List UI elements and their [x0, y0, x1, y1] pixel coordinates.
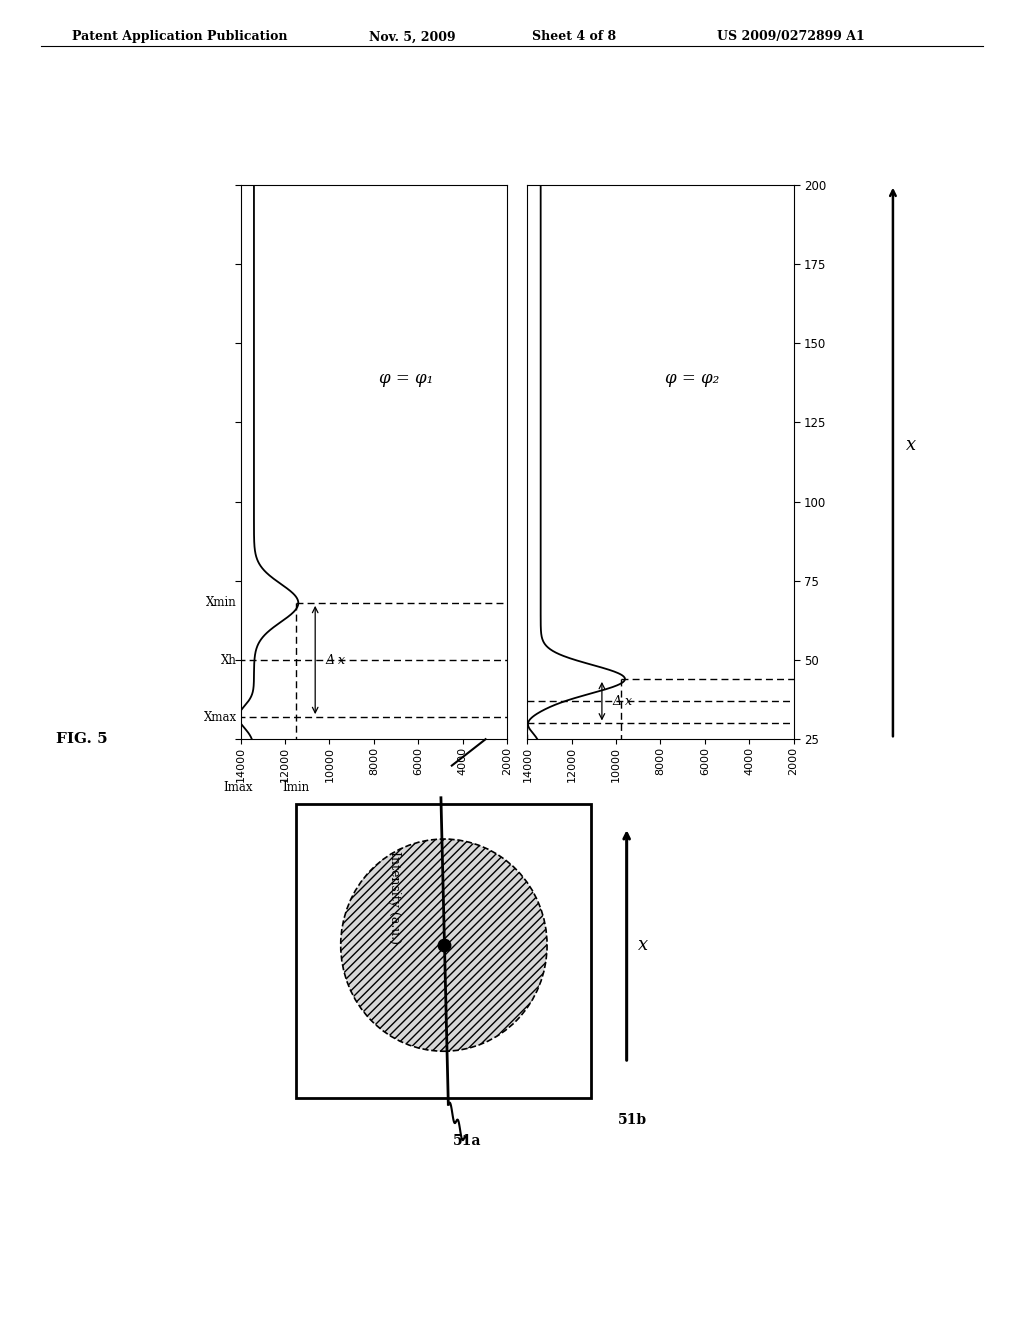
Text: Xh: Xh — [221, 653, 237, 667]
Text: Imin: Imin — [283, 781, 309, 793]
Text: Nov. 5, 2009: Nov. 5, 2009 — [369, 30, 456, 44]
Text: Δ x: Δ x — [326, 653, 346, 667]
Text: 51a: 51a — [454, 1134, 481, 1148]
Text: Intensity (a.u.): Intensity (a.u.) — [388, 851, 400, 944]
Text: Xmin: Xmin — [206, 597, 237, 610]
Bar — [297, 804, 591, 1098]
Text: US 2009/0272899 A1: US 2009/0272899 A1 — [717, 30, 864, 44]
Text: Xmax: Xmax — [204, 710, 237, 723]
Text: FIG. 5: FIG. 5 — [56, 733, 108, 746]
Text: φ = φ₁: φ = φ₁ — [379, 371, 433, 387]
Text: x: x — [906, 437, 916, 454]
Text: φ = φ₂: φ = φ₂ — [666, 371, 720, 387]
Ellipse shape — [341, 840, 547, 1051]
Text: Sheet 4 of 8: Sheet 4 of 8 — [532, 30, 616, 44]
Text: Imax: Imax — [223, 781, 253, 793]
Text: Δ x: Δ x — [612, 694, 633, 708]
Text: 51b: 51b — [618, 1113, 647, 1127]
Text: x: x — [638, 936, 648, 954]
Text: Patent Application Publication: Patent Application Publication — [72, 30, 287, 44]
